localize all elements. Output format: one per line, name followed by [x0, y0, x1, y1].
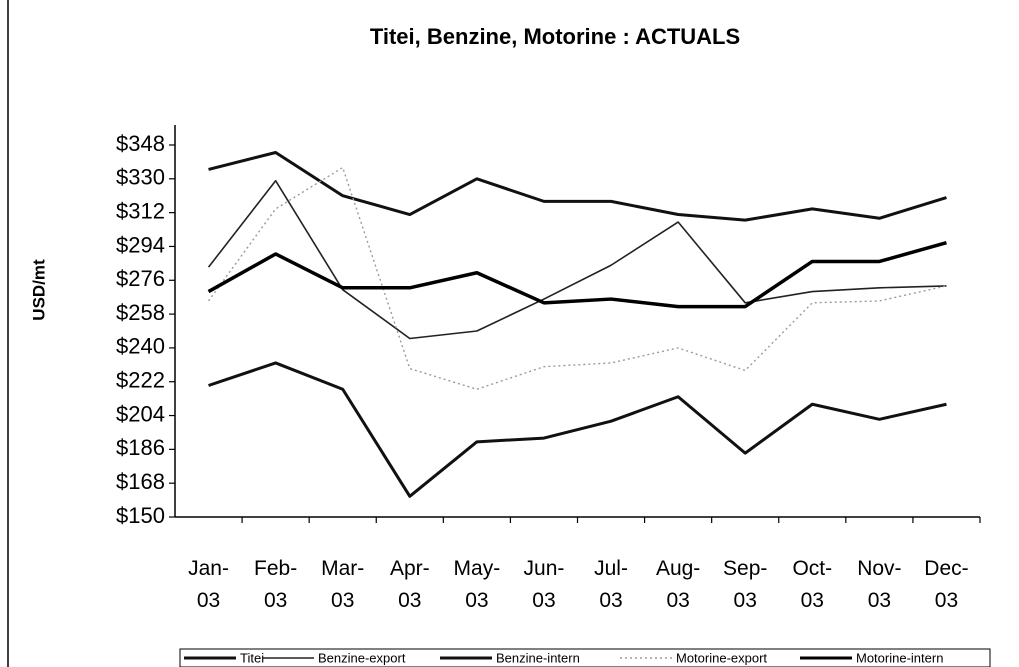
y-tick-label: $150	[116, 503, 165, 528]
y-tick-label: $240	[116, 334, 165, 359]
x-tick-label: Oct- 03	[792, 557, 832, 612]
x-tick-label-line: 03	[331, 589, 354, 612]
y-tick-label: $168	[116, 469, 165, 494]
x-tick-label-line: 03	[935, 589, 958, 612]
x-tick-label-line: 03	[599, 589, 622, 612]
x-tick-label-line: 03	[532, 589, 555, 612]
x-tick-label-line: Sep-	[723, 557, 767, 580]
x-tick-label-line: Jan-	[188, 557, 229, 580]
x-tick-label: Jan- 03	[188, 557, 229, 612]
y-tick-label: $186	[116, 435, 165, 460]
chart-title: Titei, Benzine, Motorine : ACTUALS	[370, 24, 740, 49]
x-tick-label-line: 03	[264, 589, 287, 612]
series-line	[207, 179, 947, 340]
series-line	[208, 361, 947, 498]
x-tick-label-line: Oct-	[792, 557, 832, 580]
legend-label: Titei	[240, 650, 264, 665]
legend-box	[179, 648, 991, 667]
x-tick-label-line: 03	[197, 589, 220, 612]
x-tick-label-line: 03	[734, 589, 757, 612]
x-tick-label-line: Mar-	[321, 557, 364, 580]
y-tick-label: $204	[116, 401, 165, 426]
x-tick-label-line: Nov-	[857, 557, 901, 580]
x-tick-label-line: May-	[454, 557, 501, 580]
x-tick-label: Sep- 03	[723, 557, 767, 612]
x-tick-label: Mar- 03	[321, 557, 364, 612]
x-tick-label: May- 03	[454, 557, 501, 612]
x-tick-label-line: Apr-	[390, 557, 430, 580]
legend-label: Benzine-export	[318, 650, 406, 665]
x-tick-label-line: 03	[868, 589, 891, 612]
y-tick-label: $330	[116, 165, 165, 190]
x-tick-label: Aug- 03	[656, 557, 700, 612]
legend-label: Motorine-export	[676, 650, 767, 665]
x-tick-label: Jun- 03	[524, 557, 565, 612]
x-tick-label-line: 03	[666, 589, 689, 612]
series-line	[207, 241, 947, 309]
x-tick-label-line: Feb-	[254, 557, 297, 580]
x-tick-label: Jul- 03	[594, 557, 628, 612]
legend-label: Motorine-intern	[856, 650, 943, 665]
x-tick-label-line: Jun-	[524, 557, 565, 580]
y-axis-label: USD/mt	[29, 259, 48, 321]
y-tick-label: $312	[116, 198, 165, 223]
x-tick-label-line: Jul-	[594, 557, 628, 580]
x-tick-label: Dec- 03	[924, 557, 968, 612]
x-tick-label: Feb- 03	[254, 557, 297, 612]
x-tick-label-line: 03	[801, 589, 824, 612]
x-tick-label: Nov- 03	[857, 557, 901, 612]
x-tick-label: Apr- 03	[390, 557, 430, 612]
series-line	[208, 151, 947, 222]
legend-label: Benzine-intern	[496, 650, 580, 665]
y-tick-label: $222	[116, 368, 165, 393]
x-tick-label-line: 03	[465, 589, 488, 612]
x-tick-label-line: 03	[398, 589, 421, 612]
x-tick-label-line: Dec-	[924, 557, 968, 580]
y-tick-label: $258	[116, 300, 165, 325]
y-tick-label: $294	[116, 232, 165, 257]
x-tick-label-line: Aug-	[656, 557, 700, 580]
y-tick-label: $348	[116, 131, 165, 156]
y-tick-label: $276	[116, 266, 165, 291]
